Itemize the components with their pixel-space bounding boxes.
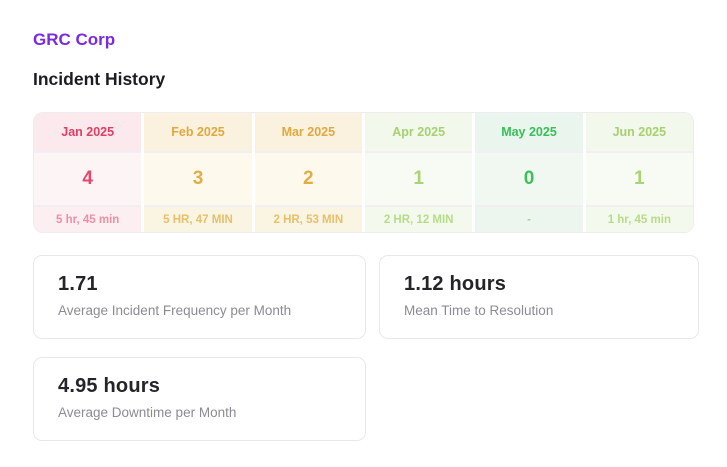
month-column-feb: Feb 2025 3 5 HR, 47 MIN — [144, 113, 252, 232]
stat-card-incident-frequency: 1.71 Average Incident Frequency per Mont… — [33, 255, 366, 339]
stat-value: 1.12 hours — [404, 273, 507, 295]
month-column-mar: Mar 2025 2 2 HR, 53 MIN — [254, 113, 362, 232]
company-name-link[interactable]: GRC Corp — [33, 30, 116, 49]
downtime-duration: 2 HR, 12 MIN — [365, 205, 473, 232]
downtime-duration: - — [475, 205, 583, 232]
downtime-duration: 2 HR, 53 MIN — [254, 205, 362, 232]
month-header: Jan 2025 — [34, 113, 142, 151]
month-header: Jun 2025 — [585, 113, 693, 151]
page-title: Incident History — [33, 69, 166, 89]
stat-card-average-downtime: 4.95 hours Average Downtime per Month — [33, 357, 366, 441]
stat-card-mean-time-to-resolution: 1.12 hours Mean Time to Resolution — [379, 255, 699, 339]
incident-count: 1 — [365, 151, 473, 205]
downtime-duration: 5 hr, 45 min — [34, 205, 142, 232]
incident-history-page: GRC Corp Incident History Jan 2025 4 5 h… — [33, 30, 699, 441]
incident-count: 1 — [585, 151, 693, 205]
stat-value: 1.71 — [58, 273, 98, 295]
stat-label: Average Incident Frequency per Month — [58, 303, 292, 318]
stat-label: Average Downtime per Month — [58, 405, 237, 420]
month-column-jan: Jan 2025 4 5 hr, 45 min — [34, 113, 142, 232]
month-header: Apr 2025 — [365, 113, 473, 151]
incident-count: 4 — [34, 151, 142, 205]
incident-count: 0 — [475, 151, 583, 205]
downtime-duration: 5 HR, 47 MIN — [144, 205, 252, 232]
month-column-apr: Apr 2025 1 2 HR, 12 MIN — [365, 113, 473, 232]
incident-count: 3 — [144, 151, 252, 205]
incident-count: 2 — [254, 151, 362, 205]
stat-value: 4.95 hours — [58, 375, 161, 397]
stat-cards: 1.71 Average Incident Frequency per Mont… — [33, 255, 699, 441]
month-header: Feb 2025 — [144, 113, 252, 151]
month-column-may: May 2025 0 - — [475, 113, 583, 232]
month-header: May 2025 — [475, 113, 583, 151]
stat-label: Mean Time to Resolution — [404, 303, 554, 318]
month-header: Mar 2025 — [254, 113, 362, 151]
downtime-duration: 1 hr, 45 min — [585, 205, 693, 232]
month-column-jun: Jun 2025 1 1 hr, 45 min — [585, 113, 693, 232]
incident-history-table: Jan 2025 4 5 hr, 45 min Feb 2025 3 5 HR,… — [33, 112, 694, 233]
